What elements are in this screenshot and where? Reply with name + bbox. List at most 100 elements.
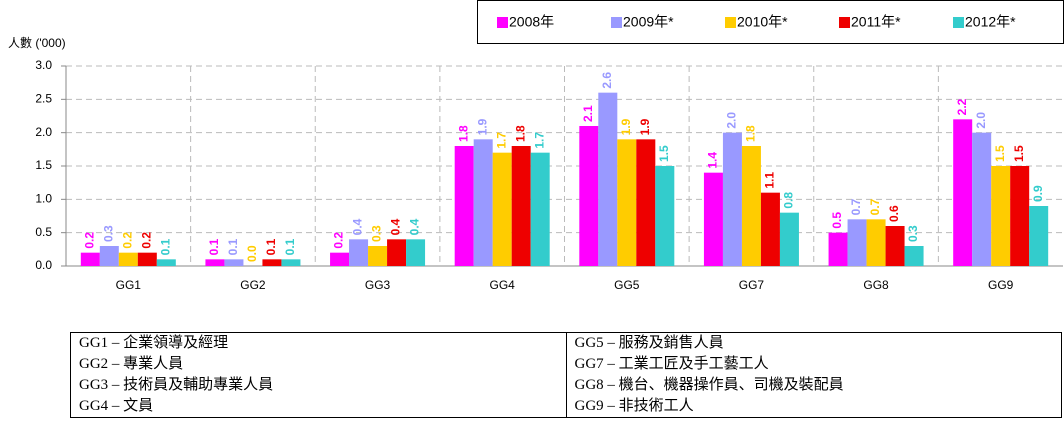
- bar: [579, 126, 599, 266]
- y-tick-label: 3.0: [35, 58, 52, 72]
- data-label: 2.0: [725, 112, 739, 129]
- data-label: 0.1: [283, 238, 297, 255]
- bar: [80, 252, 100, 266]
- bar: [262, 259, 282, 266]
- bar: [118, 252, 138, 266]
- data-label: 0.2: [82, 232, 96, 249]
- bar: [636, 139, 656, 266]
- table-row: GG2 – 專業人員 GG7 – 工業工匠及手工藝工人: [70, 354, 1062, 375]
- data-label: 2.6: [600, 72, 614, 89]
- data-label: 0.2: [332, 232, 346, 249]
- y-tick-label: 0.5: [35, 225, 52, 239]
- bar: [655, 166, 675, 266]
- legend-swatch: [953, 17, 964, 28]
- data-label: 0.0: [245, 245, 259, 262]
- bar: [99, 246, 119, 266]
- table-cell: GG5 – 服務及銷售人員: [565, 332, 1062, 354]
- bar: [617, 139, 637, 266]
- table-row: GG4 – 文員 GG9 – 非技術工人: [70, 396, 1062, 418]
- x-tick-label: GG2: [240, 278, 266, 292]
- bar: [511, 146, 531, 266]
- data-label: 0.2: [139, 232, 153, 249]
- data-label: 0.1: [158, 238, 172, 255]
- data-label: 1.7: [532, 132, 546, 149]
- legend-label: 2012年*: [965, 14, 1016, 30]
- data-label: 0.2: [120, 232, 134, 249]
- data-label: 0.1: [226, 238, 240, 255]
- data-label: 0.4: [389, 218, 403, 235]
- bar: [281, 259, 301, 266]
- bar: [828, 232, 848, 266]
- data-label: 0.9: [1031, 185, 1045, 202]
- bar: [885, 226, 905, 266]
- table-cell: GG9 – 非技術工人: [565, 396, 1062, 418]
- data-label: 1.8: [744, 125, 758, 142]
- data-label: 1.9: [638, 118, 652, 135]
- x-tick-label: GG9: [988, 278, 1014, 292]
- y-axis-title: 人數 ('000): [8, 36, 66, 50]
- bar: [368, 246, 388, 266]
- data-label: 1.9: [619, 118, 633, 135]
- bar: [330, 252, 350, 266]
- bar: [779, 212, 799, 266]
- x-tick-label: GG1: [116, 278, 142, 292]
- bar: [406, 239, 426, 266]
- legend-swatch: [611, 17, 622, 28]
- data-label: 2.2: [955, 98, 969, 115]
- bar: [722, 132, 742, 266]
- data-label: 0.3: [101, 225, 115, 242]
- data-label: 1.9: [475, 118, 489, 135]
- table-row: GG3 – 技術員及輔助專業人員 GG8 – 機台、機器操作員、司機及裝配員: [70, 375, 1062, 396]
- data-label: 1.7: [494, 132, 508, 149]
- legend-label: 2010年*: [737, 14, 788, 30]
- bar: [972, 132, 992, 266]
- data-label: 2.1: [581, 105, 595, 122]
- bar: [598, 92, 618, 267]
- legend-label: 2009年*: [623, 14, 674, 30]
- data-label: 0.4: [351, 218, 365, 235]
- legend-swatch: [725, 17, 736, 28]
- bar: [156, 259, 176, 266]
- y-tick-label: 2.0: [35, 125, 52, 139]
- bar: [205, 259, 225, 266]
- x-tick-label: GG4: [490, 278, 516, 292]
- data-label: 1.1: [763, 172, 777, 189]
- data-label: 1.4: [706, 152, 720, 169]
- data-label: 1.8: [513, 125, 527, 142]
- bar: [703, 172, 723, 266]
- data-label: 0.1: [264, 238, 278, 255]
- legend-label: 2008年: [509, 14, 554, 30]
- table-cell: GG1 – 企業領導及經理: [70, 332, 567, 354]
- bar: [1029, 206, 1049, 266]
- data-label: 0.5: [830, 212, 844, 229]
- chart: 人數 ('000) 0.0 0.5 1.0 1.5 2.0 2.5 3.0 GG1 0.2 0.3…: [8, 0, 1064, 292]
- legend-box: [477, 0, 1064, 44]
- data-label: 1.5: [1012, 145, 1026, 162]
- data-label: 2.0: [974, 112, 988, 129]
- data-label: 0.3: [370, 225, 384, 242]
- table-cell: GG4 – 文員: [70, 396, 567, 418]
- bar: [454, 146, 474, 266]
- legend-label: 2011年*: [851, 14, 901, 30]
- x-tick-label: GG7: [739, 278, 765, 292]
- legend-table: GG1 – 企業領導及經理 GG5 – 服務及銷售人員 GG2 – 專業人員 GG7 …: [70, 332, 1062, 418]
- y-tick-label: 1.0: [35, 192, 52, 206]
- bar: [760, 192, 780, 266]
- bar: [741, 146, 761, 266]
- table-cell: GG3 – 技術員及輔助專業人員: [70, 375, 567, 396]
- bar: [492, 152, 512, 266]
- bar: [387, 239, 407, 266]
- table-cell: GG8 – 機台、機器操作員、司機及裝配員: [565, 375, 1062, 396]
- bar: [904, 246, 924, 266]
- x-tick-label: GG5: [614, 278, 640, 292]
- data-label: 0.4: [408, 218, 422, 235]
- data-label: 1.8: [456, 125, 470, 142]
- y-tick-label: 2.5: [35, 92, 52, 106]
- bar: [866, 219, 886, 266]
- data-label: 1.5: [993, 145, 1007, 162]
- legend-swatch: [497, 17, 508, 28]
- data-label: 0.7: [849, 198, 863, 215]
- bar: [224, 259, 244, 266]
- y-tick-label: 0.0: [35, 258, 52, 272]
